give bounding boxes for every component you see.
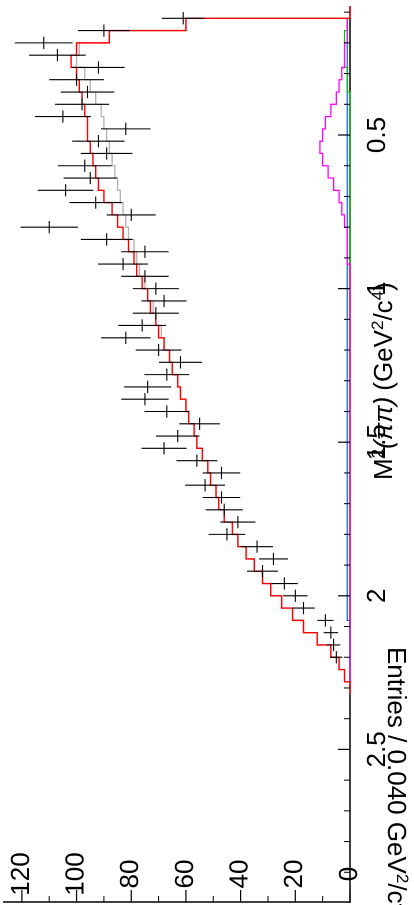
- fit-component-gray: [75, 6, 351, 695]
- data-point: [317, 614, 334, 627]
- plot-area: [14, 6, 351, 695]
- data-point: [323, 626, 339, 639]
- data-point: [118, 319, 167, 332]
- data-point: [121, 270, 169, 283]
- data-point: [141, 442, 187, 455]
- data-point: [63, 171, 117, 185]
- data-point: [80, 147, 133, 160]
- data-point: [158, 356, 202, 369]
- data-point: [14, 36, 73, 50]
- y-tick-label: 60: [169, 860, 199, 889]
- data-point: [144, 368, 190, 381]
- data-point: [135, 343, 182, 357]
- data-point: [29, 49, 86, 62]
- y-axis-title: Entries / 0.040 GeV2/c4: [382, 647, 413, 905]
- y-tick-label: 0: [333, 867, 363, 881]
- data-point: [124, 380, 172, 394]
- data-point: [208, 528, 246, 541]
- data-point: [205, 503, 243, 516]
- axis-ticks: 0.5 1 1.5 2 2.5 0 20 40 60 80 100 120: [5, 11, 391, 902]
- data-point: [121, 393, 169, 406]
- data-point: [326, 638, 341, 652]
- data-point: [202, 491, 241, 504]
- x-tick-label: 2.5: [361, 731, 391, 767]
- data-point: [69, 196, 123, 209]
- data-point: [161, 12, 205, 25]
- data-point: [72, 61, 125, 74]
- data-point: [132, 307, 179, 320]
- y-tick-label: 120: [5, 852, 35, 895]
- data-point: [144, 405, 190, 418]
- data-point: [54, 98, 110, 111]
- x-axis-title-base: M: [368, 458, 398, 480]
- x-axis-title: M2(ππ)(GeV2/c4): [368, 282, 399, 480]
- data-point: [37, 184, 94, 197]
- data-point: [121, 245, 169, 258]
- data-point: [202, 466, 241, 480]
- data-point: [185, 479, 225, 492]
- y-tick-label: 80: [114, 860, 144, 889]
- data-point: [77, 24, 130, 37]
- data-point: [106, 208, 156, 222]
- data-point: [270, 577, 298, 590]
- data-point: [98, 257, 148, 271]
- x-tick-label: 1: [361, 281, 391, 295]
- data-point: [330, 651, 343, 664]
- y-tick-label: 100: [59, 852, 89, 895]
- data-point: [101, 331, 151, 344]
- data-point: [179, 417, 220, 430]
- data-point: [220, 515, 256, 529]
- data-point: [241, 540, 273, 553]
- data-point: [156, 429, 200, 443]
- data-point: [247, 565, 278, 578]
- data-point: [34, 110, 91, 123]
- data-point: [283, 589, 308, 602]
- x-tick-label: 2: [361, 589, 391, 603]
- data-point: [292, 601, 315, 615]
- x-tick-label: 0.5: [361, 117, 391, 153]
- data-point: [60, 85, 115, 99]
- x-tick-label: 1.5: [361, 424, 391, 460]
- data-point: [80, 233, 133, 246]
- data-point: [258, 552, 288, 566]
- data-point: [141, 294, 187, 308]
- data-point: [20, 221, 78, 234]
- fit-total: [70, 6, 351, 695]
- y-tick-label: 40: [224, 860, 254, 889]
- data-point: [57, 159, 112, 172]
- y-tick-label: 20: [278, 860, 308, 889]
- data-point: [101, 122, 151, 136]
- data-point: [72, 135, 125, 148]
- data-point: [49, 73, 104, 86]
- data-point: [132, 282, 179, 295]
- data-point: [176, 454, 218, 467]
